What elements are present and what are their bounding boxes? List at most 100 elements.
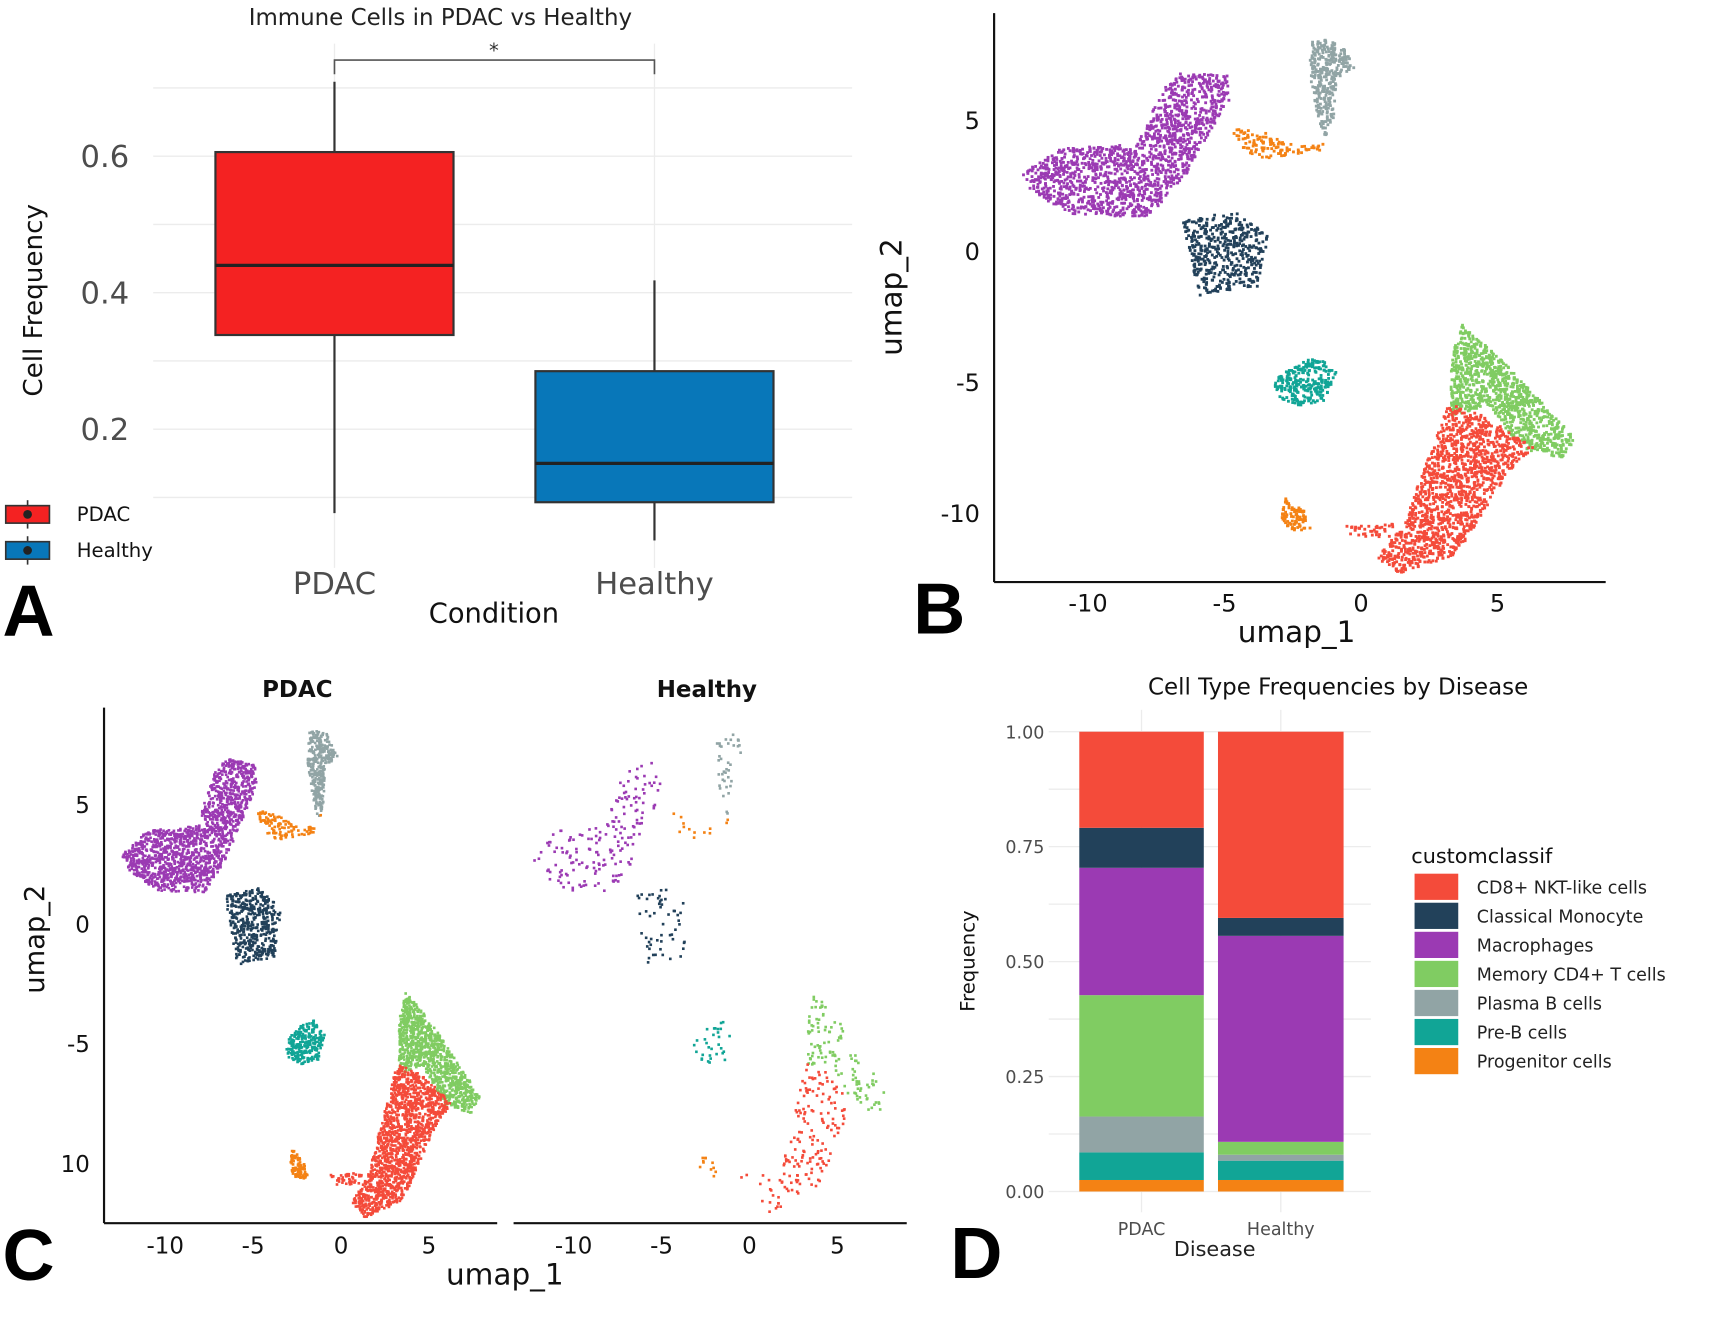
point-pre-b-cells	[1300, 400, 1303, 404]
point-memory-cd4-t-cells	[1453, 382, 1457, 386]
point-macrophages	[1104, 161, 1108, 165]
point-macrophages	[1182, 78, 1186, 82]
point-macrophages	[1149, 191, 1153, 195]
point-pre-b-cells	[1313, 380, 1317, 384]
point-pre-b-cells	[1311, 378, 1315, 382]
point-macrophages	[1096, 185, 1100, 189]
point-cd8-nkt-like-cells	[1483, 445, 1486, 449]
point-macrophages	[1156, 162, 1160, 166]
point-macrophages	[1171, 133, 1175, 137]
point-cd8-nkt-like-cells	[1446, 474, 1449, 478]
point-macrophages	[1064, 194, 1068, 198]
point-macrophages	[1112, 208, 1116, 212]
point-plasma-b-cells	[1317, 70, 1320, 73]
point-memory-cd4-t-cells	[1504, 395, 1507, 399]
point-macrophages	[1160, 156, 1164, 160]
point-plasma-b-cells	[1316, 63, 1320, 67]
point-macrophages	[1121, 206, 1125, 210]
point-cd8-nkt-like-cells	[1438, 537, 1442, 541]
point-macrophages	[1046, 157, 1050, 161]
point-memory-cd4-t-cells	[1518, 409, 1522, 413]
point-macrophages	[1185, 143, 1189, 146]
point-memory-cd4-t-cells	[1554, 417, 1558, 421]
point-cd8-nkt-like-cells	[1479, 471, 1483, 474]
point-macrophages	[1062, 185, 1066, 189]
point-macrophages	[1051, 161, 1054, 165]
point-memory-cd4-t-cells	[1516, 410, 1520, 414]
point-macrophages	[1126, 167, 1130, 171]
point-memory-cd4-t-cells	[1470, 367, 1473, 371]
point-macrophages	[1065, 165, 1068, 169]
point-cd8-nkt-like-cells	[1463, 537, 1467, 541]
point-cd8-nkt-like-cells	[1424, 492, 1428, 496]
point-memory-cd4-t-cells	[1518, 414, 1522, 417]
point-macrophages	[1198, 140, 1202, 144]
point-pre-b-cells	[1289, 378, 1293, 381]
point-cd8-nkt-like-cells	[1393, 561, 1397, 564]
point-classical-monocyte	[1226, 249, 1230, 253]
point-macrophages	[1164, 85, 1168, 89]
point-pre-b-cells	[1297, 383, 1301, 386]
point-macrophages	[1220, 104, 1224, 108]
point-macrophages	[1152, 144, 1156, 148]
point-classical-monocyte	[1240, 253, 1244, 256]
point-classical-monocyte	[1242, 248, 1245, 251]
point-cd8-nkt-like-cells	[1417, 536, 1420, 540]
point-memory-cd4-t-cells	[1525, 447, 1529, 451]
point-pre-b-cells	[1290, 394, 1294, 398]
point-macrophages	[1207, 129, 1211, 133]
point-cd8-nkt-like-cells	[1463, 472, 1467, 476]
point-macrophages	[1209, 99, 1213, 103]
point-macrophages	[1176, 141, 1180, 145]
point-macrophages	[1145, 213, 1149, 217]
point-macrophages	[1130, 178, 1134, 181]
point-macrophages	[1164, 169, 1168, 173]
point-classical-monocyte	[1233, 239, 1236, 243]
point-memory-cd4-t-cells	[1491, 383, 1495, 387]
point-classical-monocyte	[1196, 267, 1199, 271]
point-macrophages	[1138, 166, 1142, 170]
point-memory-cd4-t-cells	[1545, 430, 1548, 434]
point-cd8-nkt-like-cells	[1476, 483, 1480, 486]
point-memory-cd4-t-cells	[1541, 447, 1545, 451]
point-macrophages	[1168, 134, 1171, 138]
point-classical-monocyte	[1196, 284, 1200, 288]
point-macrophages	[1107, 165, 1111, 169]
point-memory-cd4-t-cells	[1521, 395, 1525, 399]
point-macrophages	[1181, 162, 1185, 166]
point-classical-monocyte	[1238, 249, 1242, 253]
point-cd8-nkt-like-cells	[1460, 435, 1464, 438]
point-cd8-nkt-like-cells	[1476, 460, 1480, 464]
point-memory-cd4-t-cells	[1536, 399, 1540, 403]
point-classical-monocyte	[1259, 249, 1263, 252]
point-cd8-nkt-like-cells	[1387, 563, 1391, 567]
point-macrophages	[1210, 126, 1214, 130]
point-cd8-nkt-like-cells	[1435, 526, 1439, 530]
point-cd8-nkt-like-cells	[1446, 521, 1450, 525]
point-macrophages	[1076, 149, 1079, 153]
point-cd8-nkt-like-cells	[1432, 498, 1436, 501]
point-cd8-nkt-like-cells	[1397, 555, 1401, 559]
point-pre-b-cells	[1276, 385, 1280, 389]
point-pre-b-cells	[1302, 383, 1306, 387]
point-memory-cd4-t-cells	[1483, 344, 1487, 347]
point-cd8-nkt-like-cells	[1413, 558, 1417, 562]
point-memory-cd4-t-cells	[1450, 378, 1454, 382]
point-memory-cd4-t-cells	[1505, 384, 1509, 388]
point-classical-monocyte	[1197, 235, 1201, 239]
legend-label: PDAC	[77, 503, 130, 526]
point-memory-cd4-t-cells	[1554, 434, 1558, 437]
point-plasma-b-cells	[1324, 105, 1328, 109]
point-macrophages	[1136, 142, 1140, 146]
point-macrophages	[1210, 85, 1213, 89]
point-cd8-nkt-like-cells	[1389, 544, 1392, 548]
point-classical-monocyte	[1188, 246, 1192, 250]
point-memory-cd4-t-cells	[1494, 354, 1498, 358]
point-memory-cd4-t-cells	[1473, 346, 1477, 350]
point-cd8-nkt-like-cells	[1476, 504, 1479, 508]
point-cd8-nkt-like-cells	[1428, 457, 1432, 461]
point-cd8-nkt-like-cells	[1446, 530, 1449, 534]
point-macrophages	[1108, 201, 1112, 205]
point-cd8-nkt-like-cells	[1486, 438, 1490, 442]
